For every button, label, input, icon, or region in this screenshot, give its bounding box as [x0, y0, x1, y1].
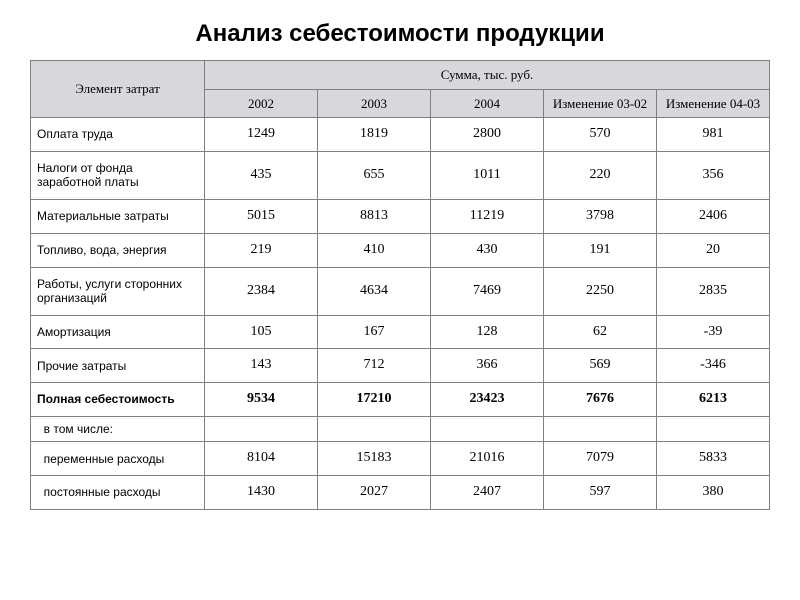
cell: 219 — [205, 233, 318, 267]
cell: 712 — [318, 349, 431, 383]
cell: 128 — [431, 315, 544, 349]
cell: 2406 — [657, 199, 770, 233]
cell: 11219 — [431, 199, 544, 233]
table-row: Работы, услуги сторонних организаций2384… — [31, 267, 770, 315]
cell: 410 — [318, 233, 431, 267]
table-row: Амортизация10516712862-39 — [31, 315, 770, 349]
table-row: постоянные расходы143020272407597380 — [31, 476, 770, 510]
cell: 8813 — [318, 199, 431, 233]
header-2003: 2003 — [318, 89, 431, 118]
table-row: Топливо, вода, энергия21941043019120 — [31, 233, 770, 267]
cell — [431, 416, 544, 441]
row-label: постоянные расходы — [31, 476, 205, 510]
cell: 5015 — [205, 199, 318, 233]
cell: 1819 — [318, 118, 431, 152]
header-2002: 2002 — [205, 89, 318, 118]
table-row: Прочие затраты143712366569-346 — [31, 349, 770, 383]
cell: 380 — [657, 476, 770, 510]
cell: 430 — [431, 233, 544, 267]
cell: 1249 — [205, 118, 318, 152]
cell: 981 — [657, 118, 770, 152]
cell: 2800 — [431, 118, 544, 152]
cell: 655 — [318, 151, 431, 199]
header-change-03-02: Изменение 03-02 — [544, 89, 657, 118]
cell: 15183 — [318, 442, 431, 476]
cost-analysis-table: Элемент затрат Сумма, тыс. руб. 2002 200… — [30, 60, 770, 510]
row-label: Прочие затраты — [31, 349, 205, 383]
cell: 1430 — [205, 476, 318, 510]
cell: 2407 — [431, 476, 544, 510]
table-row: Оплата труда124918192800570981 — [31, 118, 770, 152]
header-change-04-03: Изменение 04-03 — [657, 89, 770, 118]
header-2004: 2004 — [431, 89, 544, 118]
table-row: Полная себестоимость95341721023423767662… — [31, 383, 770, 417]
cell: 2250 — [544, 267, 657, 315]
cell: -39 — [657, 315, 770, 349]
cell: 2027 — [318, 476, 431, 510]
cell: 191 — [544, 233, 657, 267]
row-label: Материальные затраты — [31, 199, 205, 233]
cell — [657, 416, 770, 441]
page-title: Анализ себестоимости продукции — [30, 20, 770, 48]
cell: 8104 — [205, 442, 318, 476]
row-label: Амортизация — [31, 315, 205, 349]
cell: 20 — [657, 233, 770, 267]
cell — [544, 416, 657, 441]
cell: 7676 — [544, 383, 657, 417]
cell: 435 — [205, 151, 318, 199]
cell: 3798 — [544, 199, 657, 233]
table-row: переменные расходы8104151832101670795833 — [31, 442, 770, 476]
cell: 167 — [318, 315, 431, 349]
header-element: Элемент затрат — [31, 61, 205, 118]
cell: 17210 — [318, 383, 431, 417]
cell: -346 — [657, 349, 770, 383]
row-label: Работы, услуги сторонних организаций — [31, 267, 205, 315]
cell: 2835 — [657, 267, 770, 315]
table-body: Оплата труда124918192800570981Налоги от … — [31, 118, 770, 510]
cell: 105 — [205, 315, 318, 349]
cell: 366 — [431, 349, 544, 383]
table-row: в том числе: — [31, 416, 770, 441]
cell: 597 — [544, 476, 657, 510]
cell: 7469 — [431, 267, 544, 315]
table-row: Материальные затраты50158813112193798240… — [31, 199, 770, 233]
cell: 23423 — [431, 383, 544, 417]
row-label: Полная себестоимость — [31, 383, 205, 417]
cell: 21016 — [431, 442, 544, 476]
cell: 4634 — [318, 267, 431, 315]
cell — [205, 416, 318, 441]
cell: 9534 — [205, 383, 318, 417]
cell: 356 — [657, 151, 770, 199]
cell: 570 — [544, 118, 657, 152]
cell: 1011 — [431, 151, 544, 199]
row-label: Оплата труда — [31, 118, 205, 152]
row-label: Налоги от фонда заработной платы — [31, 151, 205, 199]
cell: 569 — [544, 349, 657, 383]
cell: 62 — [544, 315, 657, 349]
cell: 2384 — [205, 267, 318, 315]
cell — [318, 416, 431, 441]
cell: 220 — [544, 151, 657, 199]
header-group: Сумма, тыс. руб. — [205, 61, 770, 90]
cell: 143 — [205, 349, 318, 383]
cell: 6213 — [657, 383, 770, 417]
cell: 5833 — [657, 442, 770, 476]
row-label: переменные расходы — [31, 442, 205, 476]
row-label: в том числе: — [31, 416, 205, 441]
row-label: Топливо, вода, энергия — [31, 233, 205, 267]
cell: 7079 — [544, 442, 657, 476]
table-row: Налоги от фонда заработной платы43565510… — [31, 151, 770, 199]
